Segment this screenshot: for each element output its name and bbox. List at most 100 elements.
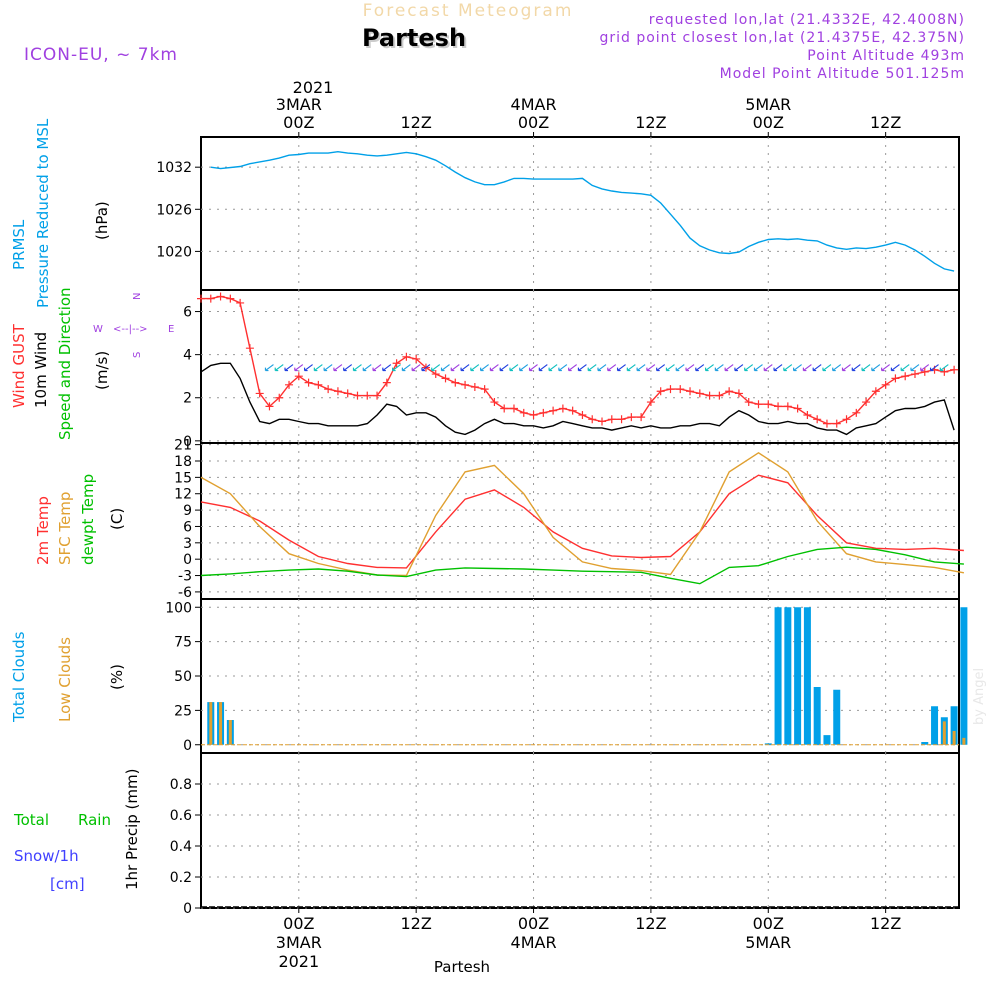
compass-n: N (132, 293, 143, 300)
total-label: Total (13, 811, 49, 829)
temp-ytick-label: 6 (183, 519, 192, 535)
top-hour-label: 00Z (283, 113, 314, 132)
pressure-panel-labels: PRMSL Pressure Reduced to MSL (hPa) (10, 118, 111, 308)
wind-direction-arrow (793, 364, 802, 372)
grid-point-coords: grid point closest lon,lat (21.4375E, 42… (599, 30, 965, 46)
clouds-bar-0 (960, 607, 968, 745)
temp-ytick-label: -3 (178, 569, 192, 585)
cm-label: [cm] (50, 875, 85, 893)
gust-point (901, 372, 910, 381)
wind-direction-arrow (538, 364, 548, 372)
gust-point (314, 380, 323, 389)
gust-point (617, 415, 626, 424)
top-hour-label: 00Z (518, 113, 549, 132)
gust-point (304, 378, 313, 387)
pressure-ytick-label: 1032 (156, 160, 192, 176)
gust-point (715, 391, 724, 400)
dewpt-label: dewpt Temp (79, 474, 97, 565)
gust-point (461, 380, 470, 389)
clouds-panel-labels: Total Clouds Low Clouds (%) (10, 631, 126, 723)
wind-direction-arrow (900, 364, 910, 372)
gust-point (226, 294, 235, 303)
bottom-date-label: 3MAR (276, 933, 322, 952)
clouds-bar-0 (794, 607, 802, 745)
gust-point (265, 402, 274, 411)
rain-label: Rain (78, 811, 111, 829)
clouds-bar-0 (803, 607, 811, 745)
top-year-label: 2021 (293, 78, 334, 97)
gust-point (783, 402, 792, 411)
gust-point (441, 374, 450, 383)
temp-ytick-label: 18 (174, 454, 192, 470)
wind-direction-arrow (734, 364, 744, 372)
low-clouds-label: Low Clouds (56, 637, 74, 722)
wind-direction-arrow (362, 364, 372, 372)
temp2m-label: 2m Temp (34, 496, 52, 565)
temp-ytick-label: 0 (183, 552, 192, 568)
precip-ylabel: 1hr Precip (mm) (123, 769, 141, 890)
wind-direction-arrow (284, 364, 294, 372)
gust-point (822, 419, 831, 428)
gust-point (754, 400, 763, 409)
compass-arrow-h: <--|--> (113, 324, 148, 335)
wind-direction-arrow (929, 364, 939, 372)
pressure-ytick-label: 1020 (156, 244, 192, 260)
gust-point (695, 389, 704, 398)
gust-point (519, 408, 528, 417)
gust-point (871, 387, 880, 396)
place-title: Partesh (362, 24, 466, 52)
gust-point (402, 352, 411, 361)
wind-direction-arrow (372, 364, 382, 372)
wind-direction-arrow (646, 364, 656, 372)
total-clouds-label: Total Clouds (10, 631, 28, 723)
bottom-hour-label: 00Z (283, 914, 314, 933)
wind-direction-arrow (411, 364, 421, 372)
gust-point (333, 387, 342, 396)
gust-point (744, 398, 753, 407)
wind-direction-arrow (812, 364, 822, 372)
wind-direction-arrow (871, 364, 881, 372)
wind-direction-arrow (480, 364, 489, 372)
wind-direction-arrow (392, 364, 401, 372)
gust-point (568, 406, 577, 415)
wind-direction-arrow (431, 364, 441, 372)
gust-point (558, 404, 567, 413)
gust-point (197, 294, 205, 303)
clouds-ytick-label: 75 (174, 635, 192, 651)
gust-point (764, 400, 773, 409)
temp-ytick-label: 12 (174, 487, 192, 503)
gust-point (666, 385, 675, 394)
wind-direction-arrow (665, 364, 675, 372)
wind-direction-arrow (773, 364, 783, 372)
gust-point (382, 378, 391, 387)
wind-direction-arrow (851, 364, 861, 372)
temp-ytick-label: 3 (183, 536, 192, 552)
wind-direction-arrow (382, 364, 392, 372)
wind-direction-arrow (519, 364, 529, 372)
clouds-bar-1 (962, 737, 966, 745)
clouds-ytick-label: 100 (165, 600, 192, 616)
wind-ytick-label: 6 (183, 305, 192, 321)
wind-direction-arrow (333, 364, 343, 372)
gust-point (598, 417, 607, 426)
requested-coords: requested lon,lat (21.4332E, 42.4008N) (649, 12, 965, 28)
clouds-bar-1 (209, 702, 213, 745)
clouds-bar-0 (833, 689, 841, 745)
wind-direction-arrow (323, 364, 333, 372)
wind-direction-arrow (607, 364, 617, 372)
gust-point (294, 372, 303, 381)
wind-direction-arrow (568, 364, 578, 372)
pressure-label: Pressure Reduced to MSL (34, 118, 52, 308)
wind-direction-arrow (489, 364, 499, 372)
wind-direction-arrow (343, 364, 353, 372)
gust-point (725, 387, 734, 396)
bottom-hour-label: 00Z (518, 914, 549, 933)
bottom-year-label: 2021 (278, 952, 319, 971)
top-hour-label: 12Z (635, 113, 666, 132)
top-date-label: 4MAR (511, 95, 557, 114)
chart-top-title: Forecast Meteogram (363, 1, 574, 21)
bottom-hour-label: 00Z (753, 914, 784, 933)
pressure-ytick-label: 1026 (156, 202, 192, 218)
compass-w: W (93, 324, 103, 335)
clouds-bar-0 (764, 743, 772, 745)
